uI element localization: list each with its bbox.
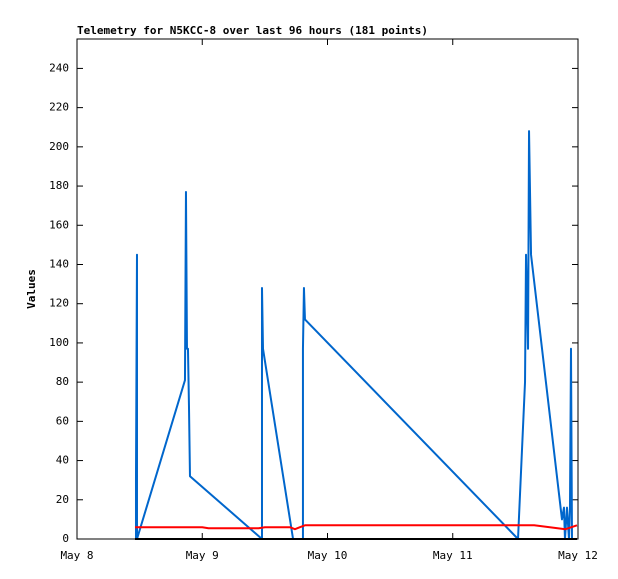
y-tick-label: 240 bbox=[49, 61, 69, 74]
y-tick-label: 100 bbox=[49, 336, 69, 349]
chart-title: Telemetry for N5KCC-8 over last 96 hours… bbox=[77, 24, 428, 37]
y-tick-label: 200 bbox=[49, 140, 69, 153]
y-tick-label: 80 bbox=[56, 375, 69, 388]
y-tick-label: 60 bbox=[56, 414, 69, 427]
y-axis-label: Values bbox=[25, 269, 38, 309]
y-tick-label: 180 bbox=[49, 179, 69, 192]
y-tick-label: 160 bbox=[49, 218, 69, 231]
x-tick-label: May 11 bbox=[433, 549, 473, 562]
series-line bbox=[134, 524, 578, 531]
x-tick-label: May 9 bbox=[186, 549, 219, 562]
y-tick-label: 0 bbox=[62, 532, 69, 545]
y-tick-label: 20 bbox=[56, 493, 69, 506]
x-tick-label: May 8 bbox=[60, 549, 93, 562]
y-tick-label: 40 bbox=[56, 454, 69, 467]
series-line bbox=[134, 130, 573, 540]
y-tick-label: 220 bbox=[49, 101, 69, 114]
y-tick-label: 120 bbox=[49, 297, 69, 310]
y-tick-label: 140 bbox=[49, 257, 69, 270]
x-tick-label: May 12 bbox=[558, 549, 598, 562]
x-tick-label: May 10 bbox=[308, 549, 348, 562]
